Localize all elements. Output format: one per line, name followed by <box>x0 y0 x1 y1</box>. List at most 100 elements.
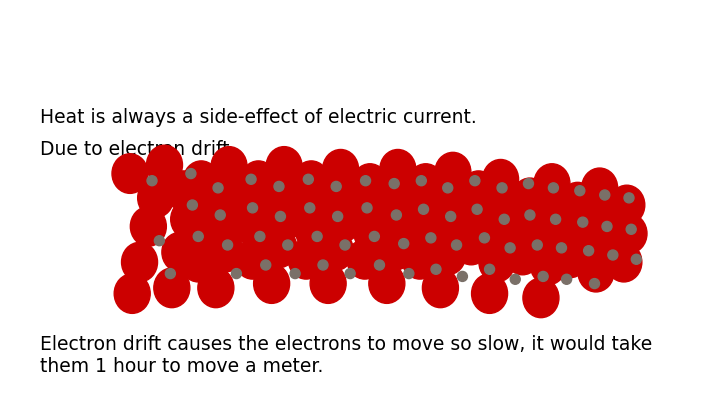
Circle shape <box>472 204 482 214</box>
Ellipse shape <box>459 197 495 236</box>
Ellipse shape <box>461 171 497 211</box>
Ellipse shape <box>288 239 324 279</box>
Ellipse shape <box>582 168 618 208</box>
Ellipse shape <box>437 207 473 246</box>
Ellipse shape <box>510 207 546 246</box>
Ellipse shape <box>240 211 276 251</box>
Ellipse shape <box>240 161 276 200</box>
Circle shape <box>255 231 265 241</box>
Ellipse shape <box>122 242 158 282</box>
Circle shape <box>480 233 490 243</box>
Circle shape <box>246 174 256 184</box>
Ellipse shape <box>146 145 182 185</box>
Circle shape <box>431 264 441 274</box>
Ellipse shape <box>261 228 297 268</box>
Circle shape <box>416 176 426 186</box>
Ellipse shape <box>217 175 253 215</box>
Ellipse shape <box>530 245 566 285</box>
Circle shape <box>549 183 559 193</box>
Circle shape <box>590 279 600 289</box>
Circle shape <box>399 239 409 249</box>
Circle shape <box>557 243 567 253</box>
Circle shape <box>331 181 341 192</box>
Circle shape <box>525 210 535 220</box>
Text: Heat is always a side-effect of electric current.: Heat is always a side-effect of electric… <box>40 108 477 127</box>
Ellipse shape <box>162 232 198 272</box>
Ellipse shape <box>402 239 438 279</box>
Circle shape <box>154 236 164 246</box>
Ellipse shape <box>183 161 219 200</box>
Circle shape <box>575 186 585 196</box>
Ellipse shape <box>410 188 446 228</box>
Ellipse shape <box>295 211 331 251</box>
Ellipse shape <box>408 214 444 254</box>
Circle shape <box>215 210 225 220</box>
Circle shape <box>303 174 313 184</box>
Ellipse shape <box>453 225 489 265</box>
Ellipse shape <box>512 178 548 217</box>
Circle shape <box>443 183 453 193</box>
Circle shape <box>426 233 436 243</box>
Ellipse shape <box>578 252 614 292</box>
Ellipse shape <box>270 171 306 211</box>
Ellipse shape <box>609 185 645 225</box>
Ellipse shape <box>484 214 520 254</box>
Ellipse shape <box>130 207 166 246</box>
Circle shape <box>361 176 371 186</box>
Ellipse shape <box>376 231 412 271</box>
Circle shape <box>497 183 507 193</box>
Ellipse shape <box>423 268 459 308</box>
Ellipse shape <box>486 185 522 225</box>
Circle shape <box>532 240 542 250</box>
Circle shape <box>404 269 414 279</box>
Ellipse shape <box>354 214 390 254</box>
Circle shape <box>418 204 428 214</box>
Circle shape <box>374 260 384 270</box>
Circle shape <box>626 224 636 234</box>
Circle shape <box>390 179 399 189</box>
Circle shape <box>451 240 462 250</box>
Circle shape <box>345 269 355 279</box>
Ellipse shape <box>318 231 354 271</box>
Ellipse shape <box>408 164 444 203</box>
Circle shape <box>631 254 642 264</box>
Ellipse shape <box>207 232 243 272</box>
Circle shape <box>276 211 285 222</box>
Ellipse shape <box>611 214 647 254</box>
Circle shape <box>333 211 343 222</box>
Ellipse shape <box>266 147 302 186</box>
Circle shape <box>147 176 157 186</box>
Ellipse shape <box>253 264 289 303</box>
Circle shape <box>602 222 612 231</box>
Text: Electron drift causes the electrons to move so slow, it would take
them 1 hour t: Electron drift causes the electrons to m… <box>40 335 652 376</box>
Ellipse shape <box>188 185 224 225</box>
Circle shape <box>551 214 561 224</box>
Circle shape <box>505 243 515 253</box>
Ellipse shape <box>325 202 361 242</box>
Circle shape <box>499 214 509 224</box>
Circle shape <box>274 181 284 192</box>
Circle shape <box>485 264 495 274</box>
Circle shape <box>510 274 521 284</box>
Ellipse shape <box>347 239 383 279</box>
Circle shape <box>608 250 618 260</box>
Circle shape <box>213 183 223 193</box>
Ellipse shape <box>559 182 595 222</box>
Circle shape <box>312 231 322 241</box>
Ellipse shape <box>585 195 621 235</box>
Circle shape <box>562 274 572 284</box>
Ellipse shape <box>154 268 190 308</box>
Ellipse shape <box>293 161 329 200</box>
Ellipse shape <box>584 224 620 263</box>
Circle shape <box>248 203 258 213</box>
Circle shape <box>193 231 203 241</box>
Ellipse shape <box>558 209 594 249</box>
Circle shape <box>624 193 634 203</box>
Circle shape <box>600 190 610 200</box>
Circle shape <box>584 246 593 256</box>
Circle shape <box>186 168 196 179</box>
Ellipse shape <box>536 217 572 256</box>
Circle shape <box>523 179 534 189</box>
Ellipse shape <box>297 185 333 225</box>
Circle shape <box>457 271 467 281</box>
